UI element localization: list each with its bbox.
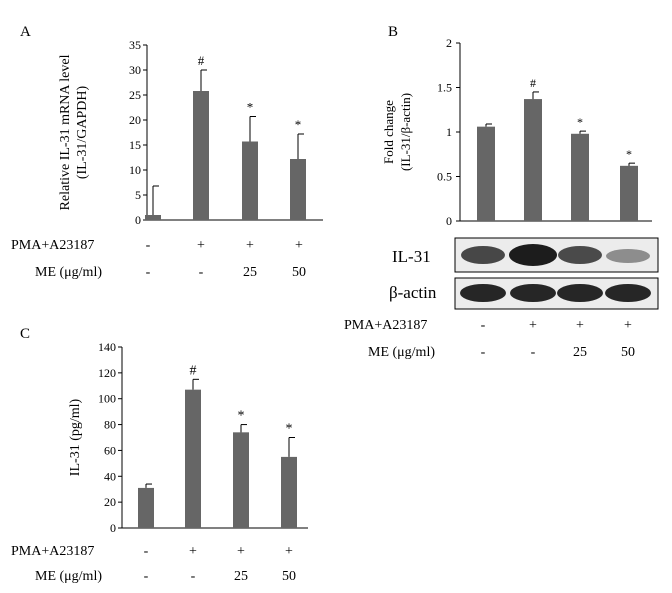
table-c-me-value: - (144, 569, 149, 584)
blot-label-actin: β-actin (389, 283, 437, 302)
western-blot: IL-31 β-actin (389, 237, 659, 310)
panel-b-ytick-label: 1 (446, 125, 452, 139)
table-b-pma-value: - (481, 318, 486, 333)
panel-a-ytick-label: 25 (129, 88, 141, 102)
panel-b-ytick-label: 0 (446, 214, 452, 228)
panel-a-ytick-label: 15 (129, 138, 141, 152)
panel-a-letter: A (20, 24, 31, 40)
panel-a-ylabel-line1: Relative IL-31 mRNA level (58, 54, 73, 210)
panel-b-bar (524, 99, 542, 221)
panel-c-ytick-label: 100 (98, 392, 116, 406)
table-a-pma-value: + (295, 238, 303, 253)
panel-c-ytick-label: 140 (98, 340, 116, 354)
panel-b-bar (620, 165, 638, 221)
panel-a-ytick-label: 0 (135, 213, 141, 227)
panel-a-ytick-label: 5 (135, 188, 141, 202)
table-b-pma-value: + (529, 318, 537, 333)
table-c-pma-value: + (237, 544, 245, 559)
panel-a-bar (145, 215, 161, 220)
panel-b-ytick-label: 0.5 (437, 170, 452, 184)
chart-panel-a: 0 5 10 15 20 25 30 35 # * * Relative IL-31 mRNA lev… (58, 38, 323, 227)
table-a-me-value: - (199, 265, 204, 280)
panel-b-ylabel-line2: (IL-31/β-actin) (398, 93, 413, 171)
table-c-pma-label: PMA+A23187 (11, 544, 94, 559)
panel-c-ytick-label: 60 (104, 443, 116, 457)
panel-a-bar (193, 91, 209, 220)
table-b-me-value: 25 (573, 345, 587, 360)
table-c-me-value: 50 (282, 569, 296, 584)
panel-c-significance-mark: * (286, 422, 293, 437)
table-a-me-value: 25 (243, 265, 257, 280)
panel-a-ylabel-line2: (IL-31/GAPDH) (75, 86, 90, 180)
panel-a-ytick-label: 20 (129, 113, 141, 127)
table-c-pma-value: + (189, 544, 197, 559)
panel-c-ytick-label: 0 (110, 521, 116, 535)
table-c-pma-value: + (285, 544, 293, 559)
panel-c-bar (138, 487, 154, 528)
table-c-me-value: - (191, 569, 196, 584)
panel-a-bar (242, 141, 258, 220)
panel-a-significance-mark: * (247, 100, 254, 115)
il31-band-2 (509, 244, 557, 266)
panel-a-ytick-label: 35 (129, 38, 141, 52)
panel-b-bar (477, 126, 495, 221)
table-b-me-value: - (481, 345, 486, 360)
table-b-me-value: - (531, 345, 536, 360)
table-a-pma-value: + (197, 238, 205, 253)
panel-b-significance-mark: * (626, 147, 632, 161)
panel-c-significance-mark: * (238, 409, 245, 424)
actin-band-3 (557, 284, 603, 302)
table-a-me-value: 50 (292, 265, 306, 280)
treatment-table-c: PMA+A23187 ME (μg/ml) - - + - +25 +50 (11, 544, 296, 584)
treatment-table-b: PMA+A23187 ME (μg/ml) - - + - +25 +50 (344, 318, 635, 360)
panel-b-ylabel-line1: Fold change (381, 100, 396, 164)
panel-c-ytick-label: 20 (104, 495, 116, 509)
table-b-pma-value: + (576, 318, 584, 333)
actin-band-2 (510, 284, 556, 302)
actin-band-1 (460, 284, 506, 302)
table-c-me-label: ME (μg/ml) (35, 569, 102, 584)
panel-a-bar (290, 159, 306, 220)
chart-panel-b: 0 0.5 1 1.5 2 # * * Fold change (IL-31/β-actin) (381, 36, 652, 228)
panel-b-ytick-label: 1.5 (437, 81, 452, 95)
actin-band-4 (605, 284, 651, 302)
panel-a-significance-mark: # (198, 53, 205, 68)
panel-b-ytick-label: 2 (446, 36, 452, 50)
panel-c-ytick-label: 40 (104, 469, 116, 483)
panel-a-ytick-label: 10 (129, 163, 141, 177)
treatment-table-a: PMA+A23187 ME (μg/ml) - - + - +25 +50 (11, 238, 306, 280)
chart-panel-c: 0 20 40 60 80 100 120 140 # * * IL-31 (pg/ml) (68, 340, 308, 535)
panel-a-ytick-label: 30 (129, 63, 141, 77)
panel-c-letter: C (20, 326, 30, 342)
il31-band-1 (461, 246, 505, 264)
panel-b-significance-mark: # (530, 76, 536, 90)
table-c-me-value: 25 (234, 569, 248, 584)
panel-c-significance-mark: # (190, 363, 197, 378)
panel-b-letter: B (388, 24, 398, 40)
table-a-pma-label: PMA+A23187 (11, 238, 94, 253)
panel-c-bar (281, 456, 297, 528)
il31-band-4 (606, 249, 650, 263)
table-c-pma-value: - (144, 544, 149, 559)
panel-c-bar (233, 432, 249, 528)
blot-label-il31: IL-31 (392, 247, 431, 266)
table-a-pma-value: - (146, 238, 151, 253)
table-b-me-label: ME (μg/ml) (368, 345, 435, 360)
table-b-pma-value: + (624, 318, 632, 333)
panel-c-ytick-label: 120 (98, 366, 116, 380)
table-a-me-value: - (146, 265, 151, 280)
panel-a-significance-mark: * (295, 117, 302, 132)
table-b-me-value: 50 (621, 345, 635, 360)
panel-c-ylabel: IL-31 (pg/ml) (68, 398, 83, 476)
panel-c-ytick-label: 80 (104, 418, 116, 432)
table-b-pma-label: PMA+A23187 (344, 318, 427, 333)
table-a-me-label: ME (μg/ml) (35, 265, 102, 280)
il31-band-3 (558, 246, 602, 264)
table-a-pma-value: + (246, 238, 254, 253)
panel-b-bar (571, 133, 589, 221)
panel-c-bar (185, 389, 201, 528)
panel-b-significance-mark: * (577, 115, 583, 129)
